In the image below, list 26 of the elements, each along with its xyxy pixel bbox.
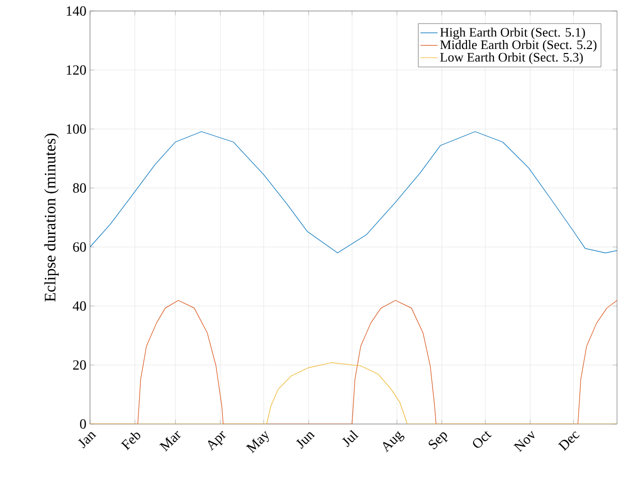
x-tick-label: Dec (558, 431, 580, 452)
x-tick-label: May (246, 430, 269, 454)
x-tick-label: Nov (513, 430, 534, 452)
y-tick-label: 20 (73, 360, 86, 370)
x-tick-label: Mar (159, 430, 181, 452)
line-series (90, 131, 618, 254)
x-tick-label: Jan (78, 432, 96, 448)
y-tick-label: 140 (66, 6, 86, 16)
y-tick-label: 0 (80, 419, 86, 429)
y-tick-label: 60 (73, 242, 86, 252)
y-tick-label: 40 (72, 301, 86, 311)
legend-label: High Earth Orbit (Sect. 5.1) (440, 28, 585, 40)
x-tick-label: Aug (382, 431, 404, 452)
y-tick-label: 80 (73, 183, 86, 193)
x-tick-label: Oct (473, 431, 492, 448)
legend-label: Low Earth Orbit (Sect. 5.3) (440, 52, 583, 64)
x-tick-label: Apr (208, 430, 226, 451)
x-tick-label: Feb (120, 432, 140, 450)
x-tick-label: Jun (296, 432, 315, 449)
x-tick-label: Sep (428, 432, 448, 450)
x-tick-label: Jul (342, 430, 359, 448)
y-tick-label: 120 (66, 65, 86, 75)
y-tick-label: 100 (66, 124, 86, 134)
legend-label: Middle Earth Orbit (Sect. 5.2) (440, 40, 596, 52)
line-series (90, 362, 618, 424)
y-axis-title: Eclipse duration (minutes) (44, 134, 59, 302)
